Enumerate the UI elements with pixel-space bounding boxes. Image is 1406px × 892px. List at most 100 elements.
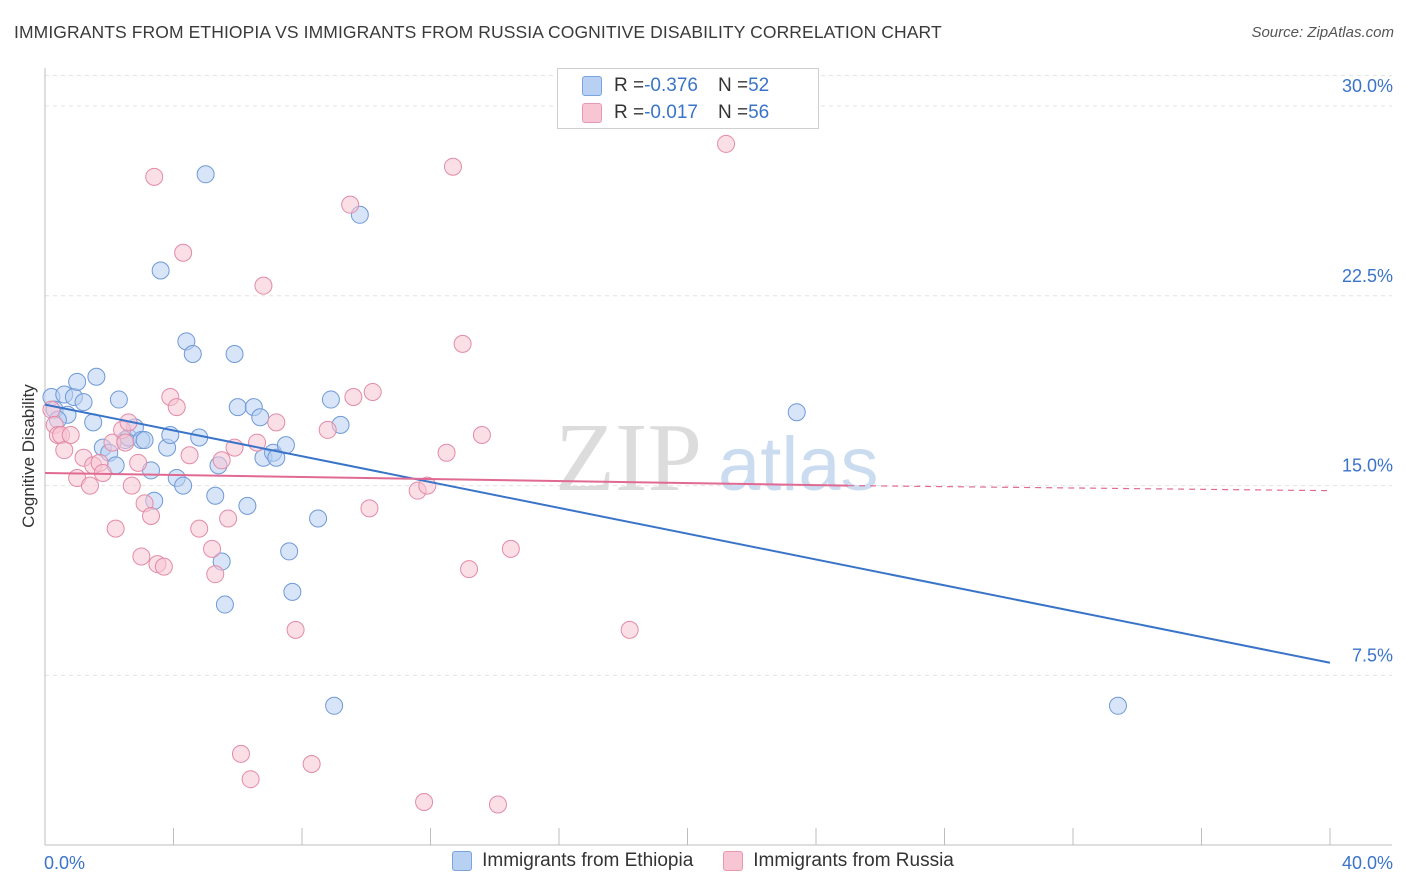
point-ethiopia — [283, 582, 302, 601]
chart-title: IMMIGRANTS FROM ETHIOPIA VS IMMIGRANTS F… — [14, 22, 942, 42]
point-russia — [286, 620, 305, 639]
point-russia — [129, 453, 148, 472]
point-russia — [167, 398, 186, 417]
point-ethiopia — [238, 496, 257, 515]
point-russia — [231, 744, 250, 763]
point-russia — [460, 560, 479, 579]
point-russia — [61, 425, 80, 444]
legend-swatch-ethiopia — [582, 76, 602, 96]
point-russia — [453, 334, 472, 353]
legend-swatch-russia — [723, 851, 744, 871]
point-russia — [360, 499, 379, 518]
point-russia — [142, 506, 161, 525]
point-ethiopia — [251, 408, 270, 427]
point-ethiopia — [196, 165, 215, 184]
point-russia — [80, 476, 99, 495]
point-ethiopia — [321, 390, 340, 409]
series-legend: Immigrants from Ethiopia Immigrants from… — [0, 850, 1406, 872]
n-value: 56 — [748, 102, 770, 123]
r-label: R = — [614, 102, 645, 123]
tick-labels: 7.5% 15.0% 22.5% 30.0% 0.0% 40.0% — [44, 76, 1393, 873]
watermark-zip: ZIP — [555, 404, 702, 512]
point-russia — [206, 565, 225, 584]
point-russia — [488, 795, 507, 814]
point-ethiopia — [206, 486, 225, 505]
point-russia — [174, 243, 193, 262]
point-ethiopia — [151, 261, 170, 280]
point-ethiopia — [787, 403, 806, 422]
n-value: 52 — [748, 75, 770, 96]
point-russia — [132, 547, 151, 566]
legend-item-russia[interactable]: Immigrants from Russia — [723, 850, 954, 872]
y-tick-label: 15.0% — [1342, 456, 1393, 476]
legend-row-russia: R = -0.017 N = 56 — [582, 102, 769, 124]
n-label: N = — [717, 102, 749, 123]
point-russia — [437, 443, 456, 462]
r-value: -0.376 — [644, 75, 698, 96]
point-russia — [267, 413, 286, 432]
point-ethiopia — [74, 393, 93, 412]
point-russia — [212, 451, 231, 470]
point-russia — [341, 195, 360, 214]
legend-swatch-ethiopia — [452, 851, 473, 871]
point-ethiopia — [225, 344, 244, 363]
point-ethiopia — [68, 372, 87, 391]
point-ethiopia — [325, 696, 344, 715]
point-ethiopia — [87, 367, 106, 386]
point-russia — [180, 446, 199, 465]
watermark-atlas: atlas — [718, 422, 879, 507]
point-russia — [415, 792, 434, 811]
x-tick-label: 0.0% — [44, 853, 85, 873]
point-russia — [363, 382, 382, 401]
y-tick-label: 22.5% — [1342, 266, 1393, 286]
point-russia — [254, 276, 273, 295]
point-russia — [122, 476, 141, 495]
point-ethiopia — [183, 344, 202, 363]
point-ethiopia — [228, 398, 247, 417]
point-ethiopia — [309, 509, 328, 528]
point-ethiopia — [109, 390, 128, 409]
y-axis-label: Cognitive Disability — [19, 384, 38, 528]
legend-item-ethiopia[interactable]: Immigrants from Ethiopia — [452, 850, 693, 872]
trend-line-ethiopia — [44, 403, 1331, 664]
trend-line-russia-extension — [848, 485, 1331, 492]
point-russia — [116, 433, 135, 452]
point-russia — [106, 519, 125, 538]
trend-lines — [44, 403, 1331, 664]
point-ethiopia — [1108, 696, 1127, 715]
point-russia — [472, 425, 491, 444]
point-russia — [344, 388, 363, 407]
point-ethiopia — [135, 431, 154, 450]
point-russia — [203, 539, 222, 558]
n-label: N = — [717, 75, 749, 96]
x-tick-label: 40.0% — [1342, 853, 1393, 873]
y-tick-label: 7.5% — [1352, 645, 1393, 665]
point-ethiopia — [174, 476, 193, 495]
point-russia — [501, 539, 520, 558]
point-russia — [190, 519, 209, 538]
r-label: R = — [614, 75, 645, 96]
point-russia — [620, 620, 639, 639]
y-tick-label: 30.0% — [1342, 76, 1393, 96]
point-ethiopia — [215, 595, 234, 614]
trend-line-russia — [44, 471, 849, 487]
legend-row-ethiopia: R = -0.376 N = 52 — [582, 75, 769, 97]
legend-label-ethiopia: Immigrants from Ethiopia — [482, 850, 694, 871]
point-ethiopia — [280, 542, 299, 561]
grid-lines — [45, 75, 1392, 676]
point-russia — [443, 157, 462, 176]
point-russia — [318, 420, 337, 439]
axes — [44, 68, 1392, 846]
legend-label-russia: Immigrants from Russia — [753, 850, 954, 871]
point-russia — [145, 167, 164, 186]
r-value: -0.017 — [644, 102, 698, 123]
point-russia — [717, 134, 736, 153]
watermark: ZIP atlas — [555, 404, 879, 512]
legend-swatch-russia — [582, 103, 602, 123]
point-russia — [302, 755, 321, 774]
point-russia — [219, 509, 238, 528]
point-russia — [55, 441, 74, 460]
point-russia — [154, 557, 173, 576]
point-russia — [241, 770, 260, 789]
